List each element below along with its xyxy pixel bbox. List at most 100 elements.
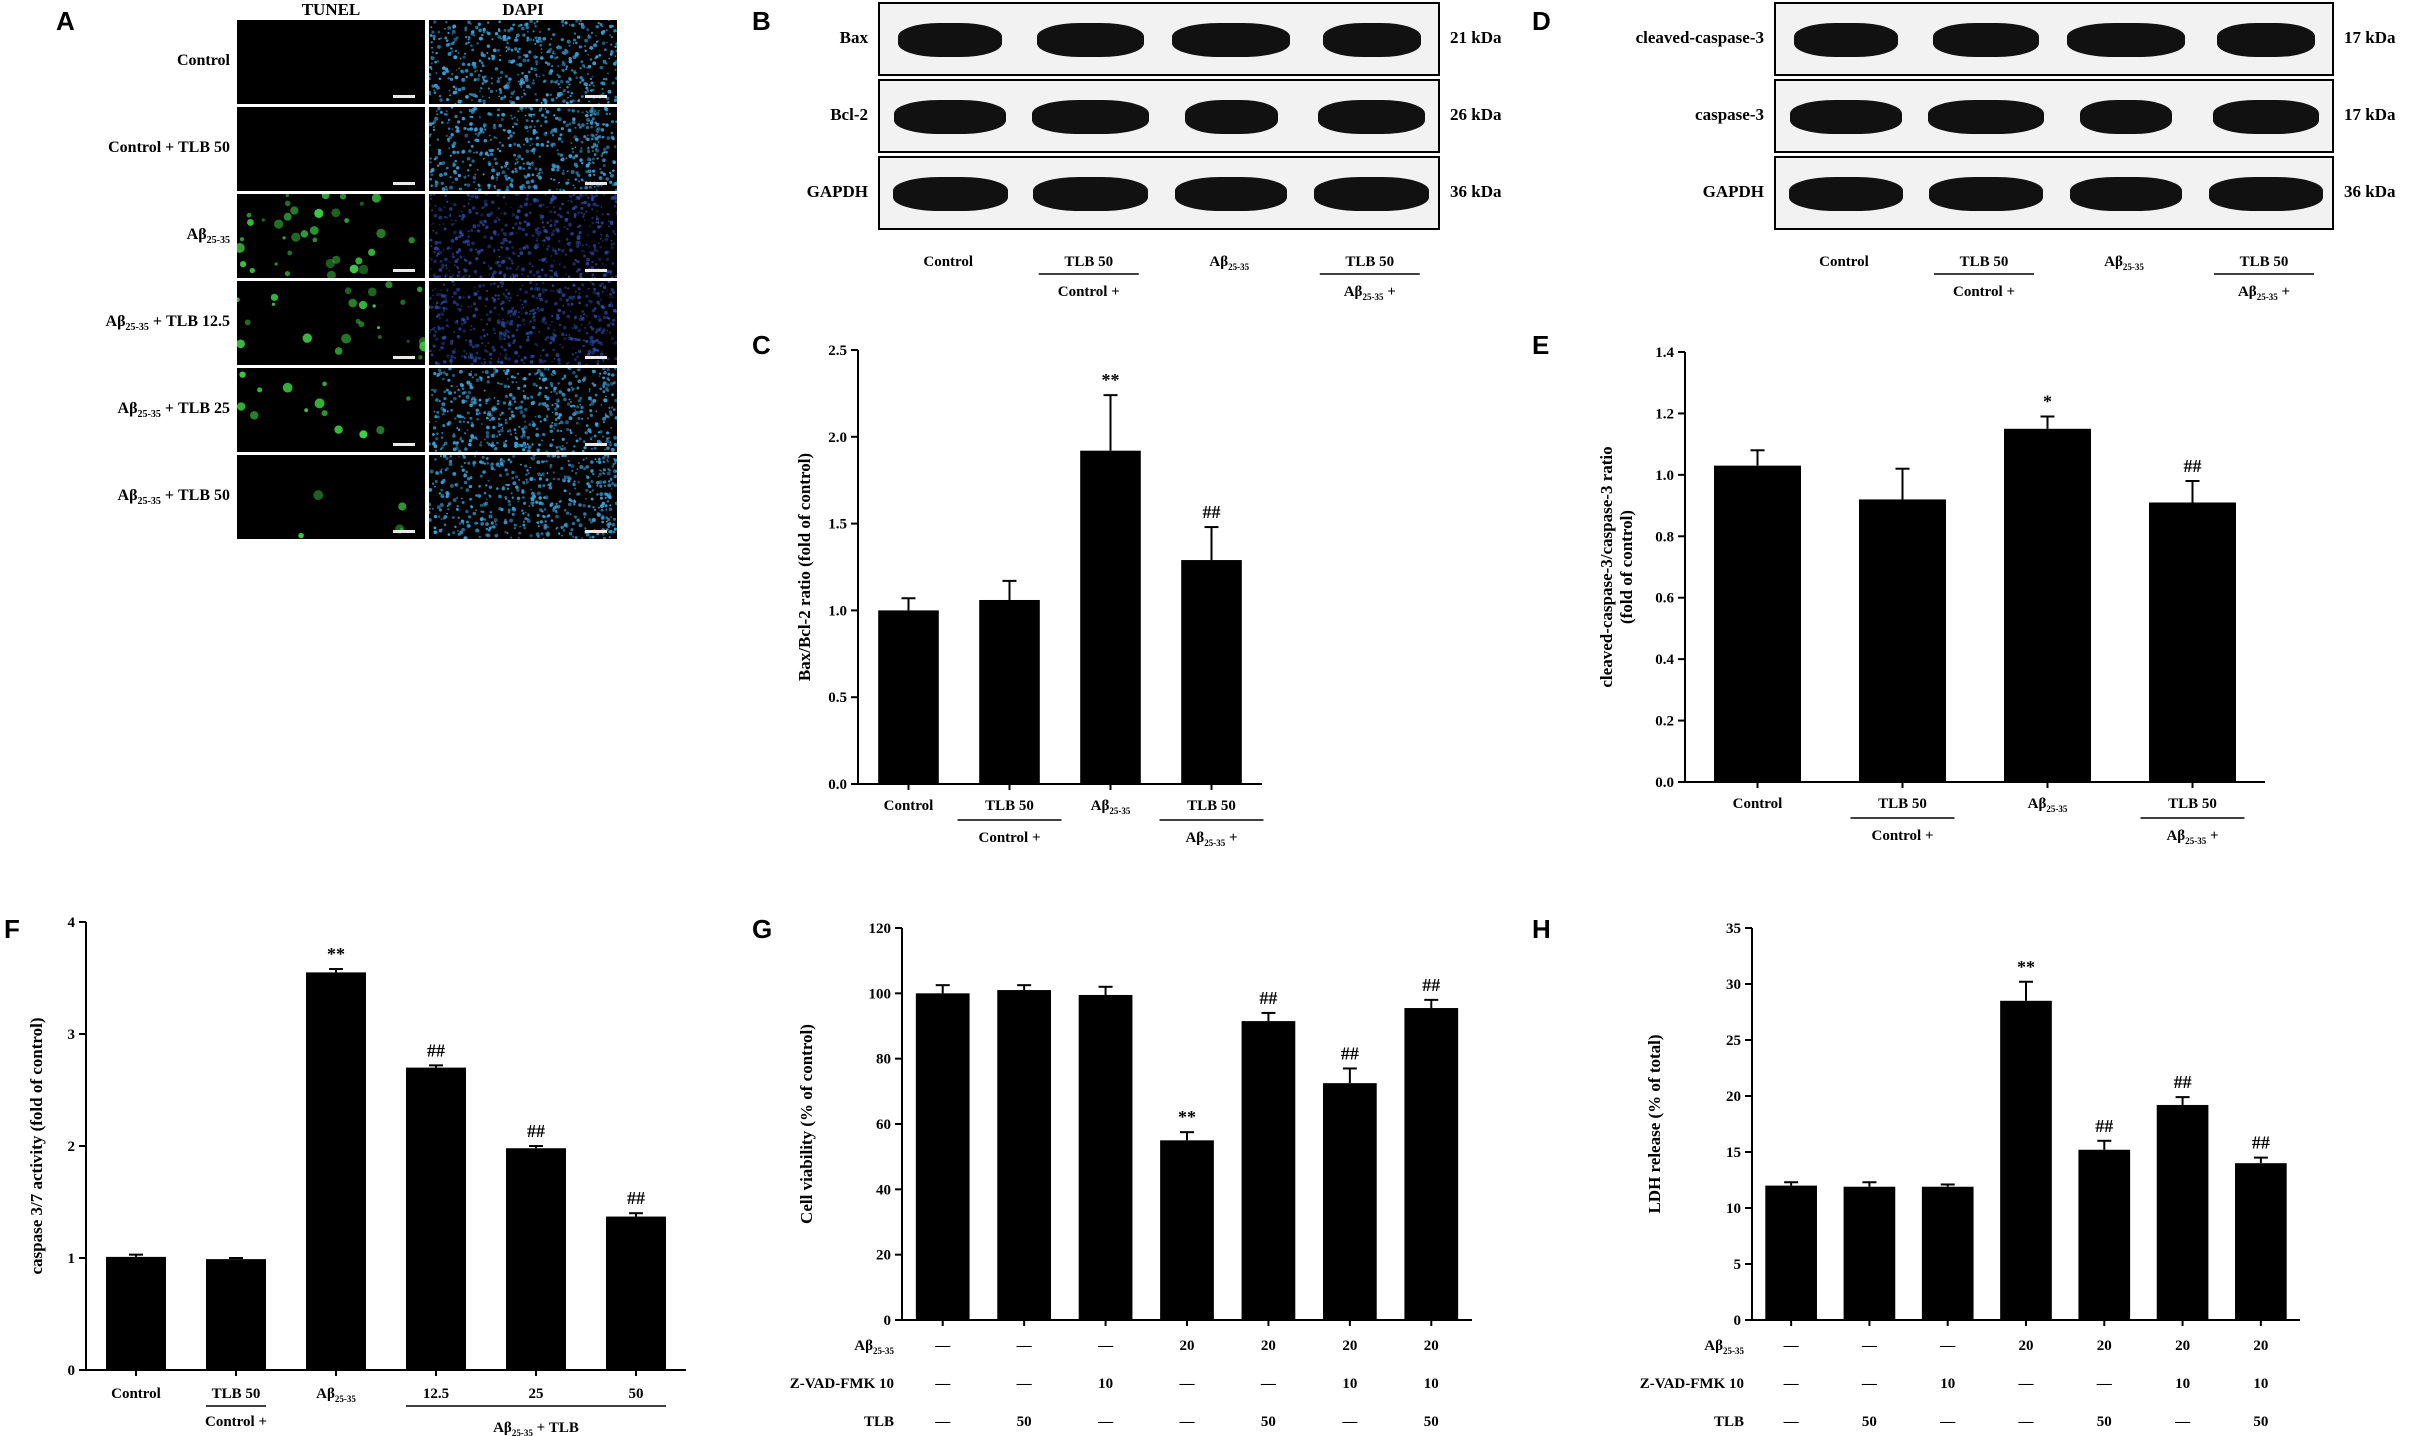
dapi-nucleus (610, 131, 614, 135)
dapi-nucleus (505, 177, 509, 181)
dapi-nucleus (542, 349, 545, 352)
dapi-nucleus (483, 219, 487, 224)
dapi-nucleus (429, 349, 432, 353)
dapi-nucleus (536, 246, 539, 249)
dapi-nucleus (609, 52, 613, 56)
dapi-nucleus (583, 467, 587, 471)
dapi-nucleus (568, 57, 572, 61)
dapi-nucleus (559, 420, 564, 425)
dapi-nucleus (530, 501, 534, 506)
dapi-nucleus (553, 357, 556, 360)
dapi-image (427, 192, 618, 280)
blot-band (1033, 177, 1149, 211)
dapi-nucleus (521, 95, 523, 98)
dapi-nucleus (435, 254, 439, 257)
dapi-nucleus (520, 444, 524, 448)
dapi-nucleus (577, 295, 581, 300)
dapi-nucleus (482, 27, 486, 32)
dapi-nucleus (477, 73, 481, 77)
blot-lane-label-main: Aβ (2104, 254, 2123, 270)
dapi-nucleus (506, 320, 510, 324)
dapi-nucleus (520, 308, 523, 310)
dapi-nucleus (483, 328, 486, 331)
dapi-nucleus (436, 253, 439, 256)
dapi-nucleus (443, 294, 447, 297)
dapi-nucleus (588, 225, 592, 228)
dapi-nucleus (462, 455, 467, 459)
dapi-nucleus (451, 29, 456, 34)
dapi-nucleus (564, 286, 567, 290)
scale-bar (393, 443, 415, 446)
dapi-nucleus (535, 433, 540, 437)
dapi-nucleus (568, 24, 571, 26)
dapi-nucleus (496, 435, 499, 438)
panel-label-h: H (1532, 914, 1551, 944)
significance-mark: * (2043, 392, 2052, 412)
dapi-nucleus (597, 21, 600, 25)
treatment-cell: 20 (2019, 1338, 2034, 1354)
dapi-nucleus (496, 113, 500, 117)
dapi-nucleus (470, 31, 475, 36)
dapi-nucleus (577, 349, 582, 354)
dapi-nucleus (524, 23, 528, 27)
dapi-nucleus (482, 363, 486, 366)
dapi-nucleus (520, 463, 522, 466)
dapi-nucleus (467, 174, 470, 177)
dapi-nucleus (468, 163, 472, 167)
dapi-nucleus (507, 385, 510, 388)
bar (1160, 1140, 1214, 1320)
dapi-nucleus (463, 320, 467, 325)
dapi-nucleus (606, 323, 611, 327)
dapi-nucleus (575, 41, 578, 45)
dapi-nucleus (601, 532, 605, 536)
dapi-nucleus (515, 36, 518, 39)
dapi-nucleus (469, 476, 473, 480)
dapi-nucleus (595, 145, 599, 148)
dapi-nucleus (573, 193, 576, 196)
dapi-nucleus (612, 381, 616, 385)
dapi-nucleus (550, 254, 552, 257)
dapi-nucleus (536, 20, 539, 23)
tunel-cell (298, 532, 304, 539)
dapi-nucleus (522, 167, 525, 170)
dapi-nucleus (452, 498, 457, 502)
dapi-nucleus (538, 275, 542, 279)
dapi-nucleus (552, 33, 556, 37)
dapi-nucleus (428, 256, 430, 259)
dapi-nucleus (434, 204, 437, 208)
dapi-nucleus (595, 194, 598, 197)
dapi-nucleus (562, 89, 566, 93)
tunel-cell (302, 333, 312, 343)
dapi-nucleus (496, 319, 501, 323)
dapi-nucleus (454, 49, 457, 53)
dapi-nucleus (470, 23, 472, 25)
dapi-nucleus (483, 438, 486, 441)
dapi-nucleus (494, 187, 496, 189)
dapi-nucleus (430, 62, 433, 65)
dapi-nucleus (582, 194, 585, 197)
dapi-nucleus (592, 169, 596, 173)
dapi-nucleus (533, 245, 538, 250)
dapi-nucleus (534, 36, 538, 40)
dapi-nucleus (535, 75, 538, 78)
dapi-nucleus (570, 169, 575, 174)
dapi-nucleus (524, 186, 526, 189)
dapi-nucleus (603, 398, 608, 403)
dapi-nucleus (571, 327, 575, 330)
dapi-nucleus (464, 68, 469, 73)
dapi-nucleus (493, 249, 496, 253)
dapi-nucleus (585, 244, 588, 246)
panel-label-e: E (1532, 330, 1550, 360)
dapi-nucleus (470, 194, 475, 199)
dapi-nucleus (591, 110, 594, 113)
dapi-nucleus (584, 431, 587, 434)
x-group-label-main: Control + (1871, 828, 1933, 844)
dapi-nucleus (515, 33, 520, 38)
dapi-nucleus (494, 32, 499, 36)
dapi-nucleus (553, 301, 558, 306)
dapi-nucleus (509, 518, 513, 523)
dapi-nucleus (565, 181, 569, 185)
dapi-nucleus (501, 170, 506, 175)
dapi-nucleus (488, 485, 493, 489)
dapi-nucleus (518, 531, 522, 535)
